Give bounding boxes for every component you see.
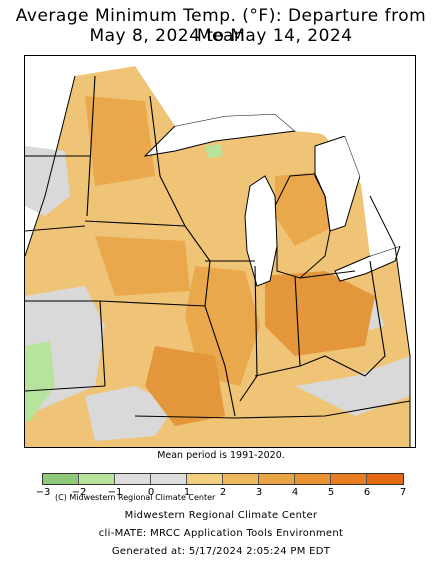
- footer-organization: Midwestern Regional Climate Center: [124, 510, 318, 521]
- legend-tick-label: 0: [147, 487, 155, 498]
- state-boundaries: [25, 75, 411, 419]
- boundary-ne-north: [25, 225, 86, 232]
- boundary-mo-south: [134, 415, 236, 419]
- canada-region: [295, 106, 415, 256]
- map-title: Average Minimum Temp. (°F): Departure fr…: [15, 6, 427, 46]
- lake-michigan: [244, 175, 278, 287]
- lower-michigan-outline: [274, 173, 331, 279]
- legend-swatch: [115, 474, 151, 484]
- boundary-in-oh: [294, 275, 301, 367]
- legend-swatch: [79, 474, 115, 484]
- legend-swatch: [331, 474, 367, 484]
- footer-application: cli-MATE: MRCC Application Tools Environ…: [98, 528, 344, 539]
- legend-swatch: [295, 474, 331, 484]
- region-near-normal-southwest: [85, 386, 175, 441]
- coastline-outline: [25, 75, 76, 257]
- mean-period-note: Mean period is 1991-2020.: [157, 450, 285, 461]
- legend-tick-labels: −3 −2 −1 0 1 2 3 4 5 6 7: [36, 487, 407, 501]
- region-warmer-michigan: [275, 171, 335, 246]
- legend-swatch: [43, 474, 79, 484]
- boundary-mn-wi: [149, 95, 186, 227]
- region-cool-upper-michigan: [205, 144, 223, 158]
- color-legend: −3 −2 −1 0 1 2 3 4 5 6 7: [36, 473, 407, 501]
- legend-tick-label: 1: [183, 487, 191, 498]
- boundary-in-ky: [254, 355, 366, 377]
- region-cool-southwest: [25, 341, 55, 421]
- legend-swatch: [259, 474, 295, 484]
- boundary-mn-west: [86, 75, 96, 217]
- boundary-ky-tn: [234, 400, 411, 419]
- boundary-ia-mo: [99, 300, 206, 307]
- legend-tick-label: 2: [219, 487, 227, 498]
- region-warmest-missouri: [145, 346, 225, 426]
- legend-tick-label: −1: [107, 487, 123, 498]
- region-warmer-minnesota: [85, 96, 155, 186]
- legend-tick-label: 7: [399, 487, 407, 498]
- boundary-mi-oh: [299, 270, 356, 279]
- boundary-oh-east: [364, 260, 386, 377]
- map-east-edge: [369, 195, 411, 447]
- legend-color-bar: [42, 473, 404, 485]
- region-near-normal-northwest: [25, 146, 70, 216]
- legend-tick-label: −3: [35, 487, 51, 498]
- region-near-normal-ohio-valley: [295, 356, 410, 416]
- region-warmer-iowa: [95, 236, 190, 296]
- legend-tick-label: 4: [291, 487, 299, 498]
- legend-tick-label: −2: [71, 487, 87, 498]
- legend-tick-label: 6: [363, 487, 371, 498]
- legend-swatch: [367, 474, 403, 484]
- boundary-mo-il: [204, 305, 236, 417]
- legend-swatch: [187, 474, 223, 484]
- legend-tick-label: 5: [327, 487, 335, 498]
- boundary-ne-ks: [25, 300, 106, 387]
- boundary-mn-ia: [84, 220, 186, 227]
- legend-swatch: [151, 474, 187, 484]
- map-canvas: [25, 56, 415, 447]
- footer-generated-time: Generated at: 5/17/2024 2:05:24 PM EDT: [111, 546, 331, 557]
- legend-swatch: [223, 474, 259, 484]
- boundary-ks-mo: [25, 385, 106, 392]
- copyright-credit: (C) Midwestern Regional Climate Center: [53, 493, 218, 503]
- temperature-departure-map: (C) Midwestern Regional Climate Center: [24, 55, 416, 503]
- lake-huron: [314, 135, 361, 232]
- canada-region-west: [65, 56, 415, 131]
- legend-tick-label: 3: [255, 487, 263, 498]
- region-warmer-indiana-ohio: [265, 271, 375, 356]
- date-range-subtitle: May 8, 2024 to May 14, 2024: [89, 26, 353, 46]
